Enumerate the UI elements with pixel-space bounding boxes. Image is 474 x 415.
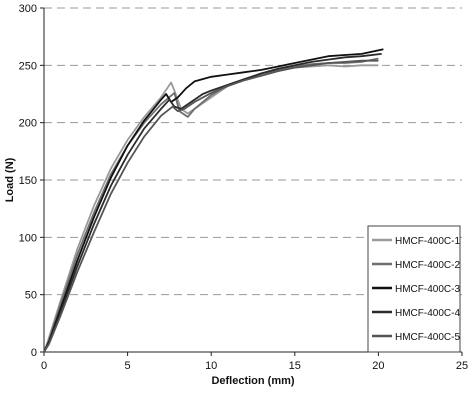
series-line-1 xyxy=(43,64,379,353)
series-line-5 xyxy=(43,59,379,353)
x-tick-label-5: 5 xyxy=(125,360,131,372)
tick-labels: 0 50 100 150 200 250 300 0 5 10 15 20 25 xyxy=(19,3,468,372)
legend-label-1: HMCF-400C-1 xyxy=(395,236,460,247)
x-tick-label-20: 20 xyxy=(372,360,384,372)
y-tick-label-150: 150 xyxy=(19,175,37,187)
x-tick-label-15: 15 xyxy=(289,360,301,372)
series-line-4 xyxy=(43,53,382,353)
legend-label-3: HMCF-400C-3 xyxy=(395,284,460,295)
y-axis-title: Load (N) xyxy=(4,157,16,202)
x-tick-label-10: 10 xyxy=(205,360,217,372)
gridlines xyxy=(44,7,462,296)
y-tick-label-0: 0 xyxy=(31,347,37,359)
y-tick-label-100: 100 xyxy=(19,232,37,244)
data-series xyxy=(43,48,384,353)
legend: HMCF-400C-1 HMCF-400C-2 HMCF-400C-3 HMCF-40… xyxy=(367,225,461,353)
legend-label-4: HMCF-400C-4 xyxy=(395,308,460,319)
series-line-2 xyxy=(43,57,379,353)
legend-label-2: HMCF-400C-2 xyxy=(395,260,460,271)
x-axis-title: Deflection (mm) xyxy=(211,375,294,387)
x-tick-label-25: 25 xyxy=(456,360,468,372)
y-tick-label-200: 200 xyxy=(19,118,37,130)
y-tick-label-50: 50 xyxy=(25,290,37,302)
y-tick-label-250: 250 xyxy=(19,60,37,72)
y-tick-label-300: 300 xyxy=(19,3,37,15)
x-tick-label-0: 0 xyxy=(41,360,47,372)
series-line-3 xyxy=(43,48,384,353)
legend-label-5: HMCF-400C-5 xyxy=(395,332,460,343)
